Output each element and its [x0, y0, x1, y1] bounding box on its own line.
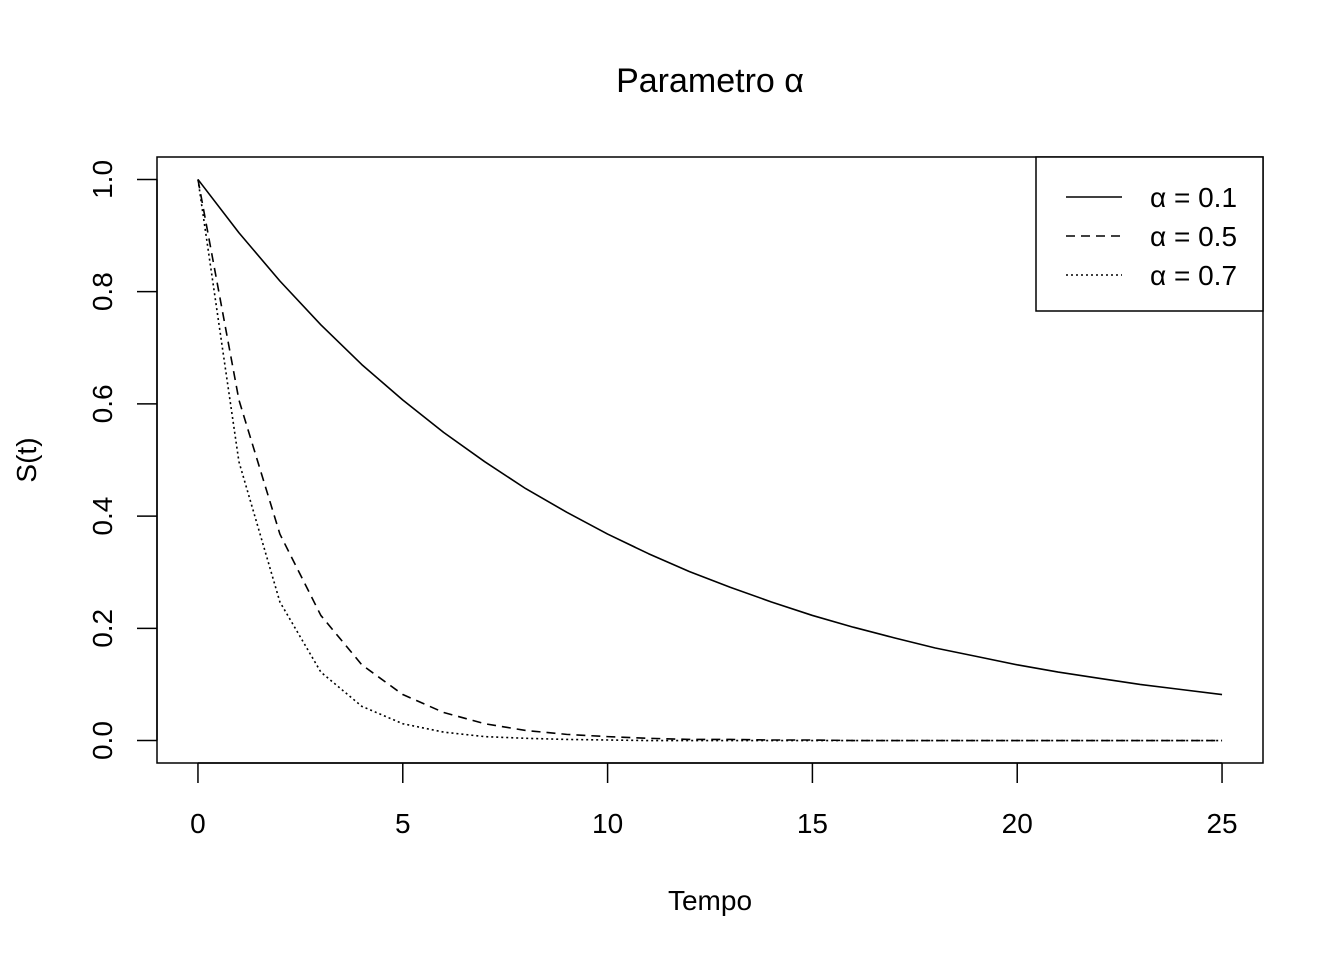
legend-box [1035, 156, 1264, 312]
series-line-3 [197, 179, 1223, 742]
series-line-1 [197, 178, 1223, 696]
x-tick-label: 5 [395, 808, 411, 839]
legend: α = 0.1 α = 0.5 α = 0.7 [1035, 156, 1264, 312]
series-layer [197, 178, 1223, 742]
y-tick-label: 0.8 [87, 272, 118, 311]
legend-label-3: α = 0.7 [1150, 260, 1237, 291]
y-tick-label: 0.4 [87, 497, 118, 536]
series-line-2 [197, 179, 1223, 742]
y-axis-label: S(t) [11, 437, 42, 482]
x-tick-label: 15 [797, 808, 828, 839]
chart-title: Parametro α [616, 62, 804, 100]
x-tick-label: 20 [1002, 808, 1033, 839]
y-tick-label: 0.6 [87, 384, 118, 423]
x-axis-label: Tempo [668, 885, 752, 916]
y-axis: 0.0 0.2 0.4 0.6 0.8 1.0 [87, 160, 158, 760]
legend-label-1: α = 0.1 [1150, 182, 1237, 213]
x-axis: 0 5 10 15 20 25 [190, 762, 1238, 839]
legend-label-2: α = 0.5 [1150, 221, 1237, 252]
y-tick-label: 1.0 [87, 160, 118, 199]
x-tick-label: 25 [1206, 808, 1237, 839]
y-tick-label: 0.2 [87, 609, 118, 648]
y-tick-label: 0.0 [87, 721, 118, 760]
x-tick-label: 0 [190, 808, 206, 839]
x-tick-label: 10 [592, 808, 623, 839]
